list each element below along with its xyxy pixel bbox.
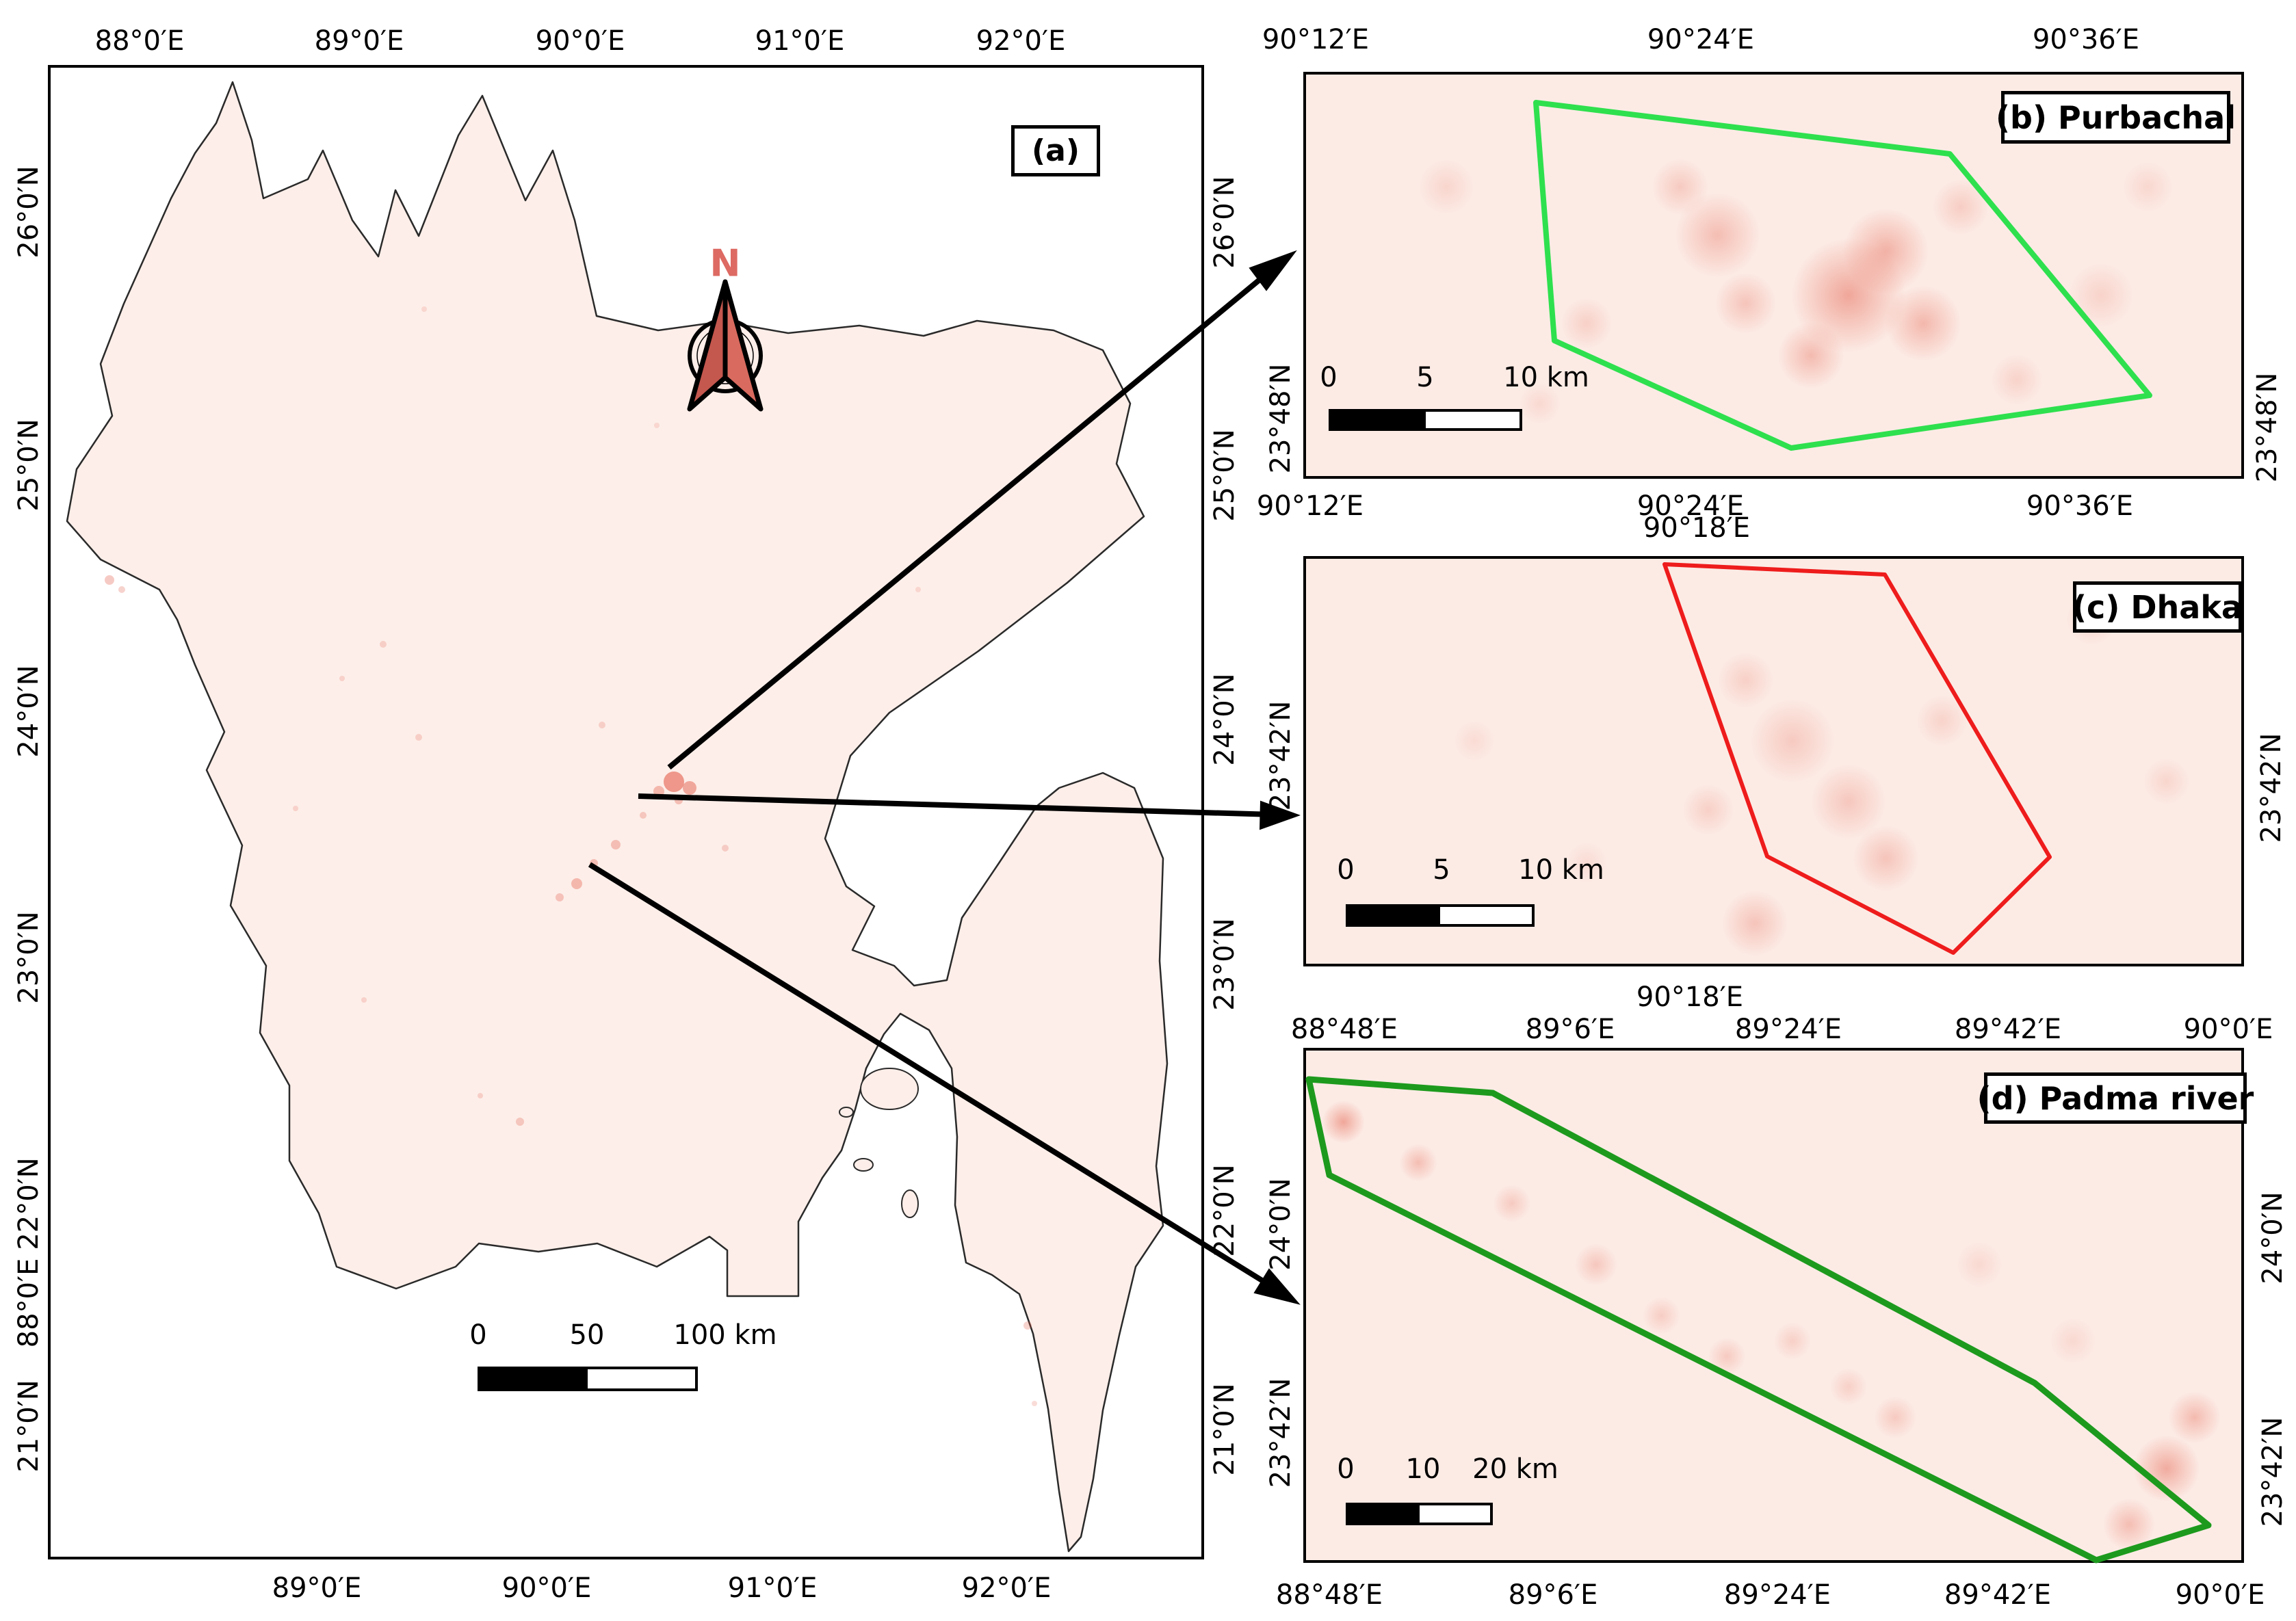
panel-b-scale-5: 5 xyxy=(1416,362,1434,393)
panel-c-scale-10: 10 km xyxy=(1518,854,1604,886)
panel-d-top-tick: 90°0′E xyxy=(2183,1014,2273,1045)
panel-c-scale-bar xyxy=(1346,904,1535,927)
main-left-tick: 26°0′N xyxy=(13,166,44,259)
main-bottom-tick: 89°0′E xyxy=(272,1572,362,1604)
main-left-tick: 23°0′N xyxy=(13,911,44,1004)
panel-d-title-box: (d) Padma river xyxy=(1977,1072,2254,1124)
panel-b-bottom-tick: 90°24′E xyxy=(1636,490,1745,522)
panel-d-bottom-tick: 89°6′E xyxy=(1508,1579,1598,1611)
panel-b-bottom-tick: 90°36′E xyxy=(2026,490,2134,522)
panel-b-bottom-tick: 90°12′E xyxy=(1256,490,1364,522)
main-top-tick: 88°0′E xyxy=(94,25,185,57)
north-label: N xyxy=(709,241,741,285)
purbachal-outline xyxy=(1533,100,2152,451)
main-left-tick: 25°0′N xyxy=(13,419,44,512)
main-scale-100: 100 km xyxy=(673,1319,777,1351)
panel-d-padma-map xyxy=(1303,1048,2244,1563)
panel-c-bottom-tick: 90°18′E xyxy=(1636,981,1744,1013)
main-left-tick: 88°0′E xyxy=(13,1258,44,1348)
panel-c-right-tick: 23°42′N xyxy=(2256,733,2287,843)
panel-b-right-tick: 23°48′N xyxy=(2252,372,2283,483)
panel-d-scale-10: 10 xyxy=(1405,1453,1441,1485)
panel-c-left-tick: 23°42′N xyxy=(1265,700,1296,811)
panel-d-bottom-tick: 88°48′E xyxy=(1275,1579,1383,1611)
bangladesh-boundary xyxy=(66,81,1169,1553)
panel-b-scale-0: 0 xyxy=(1320,362,1338,393)
main-top-tick: 92°0′E xyxy=(976,25,1066,57)
panel-b-top-tick: 90°36′E xyxy=(2032,24,2140,55)
panel-d-scale-bar xyxy=(1346,1503,1493,1525)
main-left-tick: 22°0′N xyxy=(13,1157,44,1250)
main-right-tick: 26°0′N xyxy=(1209,176,1240,269)
panel-c-title: (c) Dhaka xyxy=(2072,588,2243,626)
main-bottom-tick: 91°0′E xyxy=(727,1572,818,1604)
main-scale-0: 0 xyxy=(469,1319,487,1351)
main-top-tick: 90°0′E xyxy=(535,25,625,57)
panel-b-top-tick: 90°24′E xyxy=(1647,24,1755,55)
dhaka-outline xyxy=(1662,562,2052,955)
panel-d-left-tick-south: 23°42′N xyxy=(1265,1378,1296,1488)
main-right-tick: 23°0′N xyxy=(1209,918,1240,1011)
panel-b-scale-10: 10 km xyxy=(1503,362,1589,393)
panel-d-right-tick-south: 23°42′N xyxy=(2257,1416,2288,1527)
panel-d-title: (d) Padma river xyxy=(1977,1079,2254,1117)
panel-d-right-tick-north: 24°0′N xyxy=(2257,1191,2288,1284)
panel-d-top-tick: 88°48′E xyxy=(1290,1014,1398,1045)
panel-d-top-tick: 89°6′E xyxy=(1525,1014,1615,1045)
panel-c-scale-0: 0 xyxy=(1337,854,1355,886)
panel-b-title: (b) Purbachal xyxy=(1996,98,2236,136)
main-scale-bar xyxy=(478,1367,698,1391)
main-top-tick: 89°0′E xyxy=(314,25,404,57)
panel-c-top-tick: 90°18′E xyxy=(1643,512,1751,544)
panel-b-left-tick: 23°48′N xyxy=(1265,363,1296,474)
panel-b-scale-bar xyxy=(1329,409,1522,431)
panel-c-title-box: (c) Dhaka xyxy=(2072,581,2243,633)
panel-d-bottom-tick: 90°0′E xyxy=(2175,1579,2265,1611)
panel-d-top-tick: 89°24′E xyxy=(1734,1014,1842,1045)
main-right-tick: 25°0′N xyxy=(1209,429,1240,522)
main-top-tick: 91°0′E xyxy=(755,25,845,57)
leader-arrows xyxy=(588,250,1301,1305)
panel-d-left-tick-north: 24°0′N xyxy=(1265,1178,1296,1271)
north-arrow-icon xyxy=(687,279,764,412)
panel-b-top-tick: 90°12′E xyxy=(1262,24,1370,55)
panel-d-top-tick: 89°42′E xyxy=(1954,1014,2062,1045)
main-map-label-box: (a) xyxy=(1011,125,1100,176)
main-scale-50: 50 xyxy=(569,1319,605,1351)
main-right-tick: 24°0′N xyxy=(1209,673,1240,766)
panel-d-bottom-tick: 89°24′E xyxy=(1723,1579,1831,1611)
main-right-tick: 22°0′N xyxy=(1209,1164,1240,1257)
main-map-speckles xyxy=(105,306,1037,1406)
panel-d-scale-20: 20 km xyxy=(1472,1453,1558,1485)
estuary-islands xyxy=(839,1068,919,1218)
panel-b-title-box: (b) Purbachal xyxy=(1996,91,2236,144)
panel-d-bottom-tick: 89°42′E xyxy=(1944,1579,2052,1611)
panel-c-scale-5: 5 xyxy=(1433,854,1450,886)
main-left-tick: 21°0′N xyxy=(13,1380,44,1473)
panel-d-scale-0: 0 xyxy=(1337,1453,1355,1485)
main-bottom-tick: 92°0′E xyxy=(961,1572,1052,1604)
padma-outline xyxy=(1305,1076,2212,1564)
main-map-label: (a) xyxy=(1032,133,1080,168)
main-right-tick: 21°0′N xyxy=(1209,1383,1240,1476)
main-bottom-tick: 90°0′E xyxy=(501,1572,592,1604)
main-left-tick: 24°0′N xyxy=(13,665,44,758)
